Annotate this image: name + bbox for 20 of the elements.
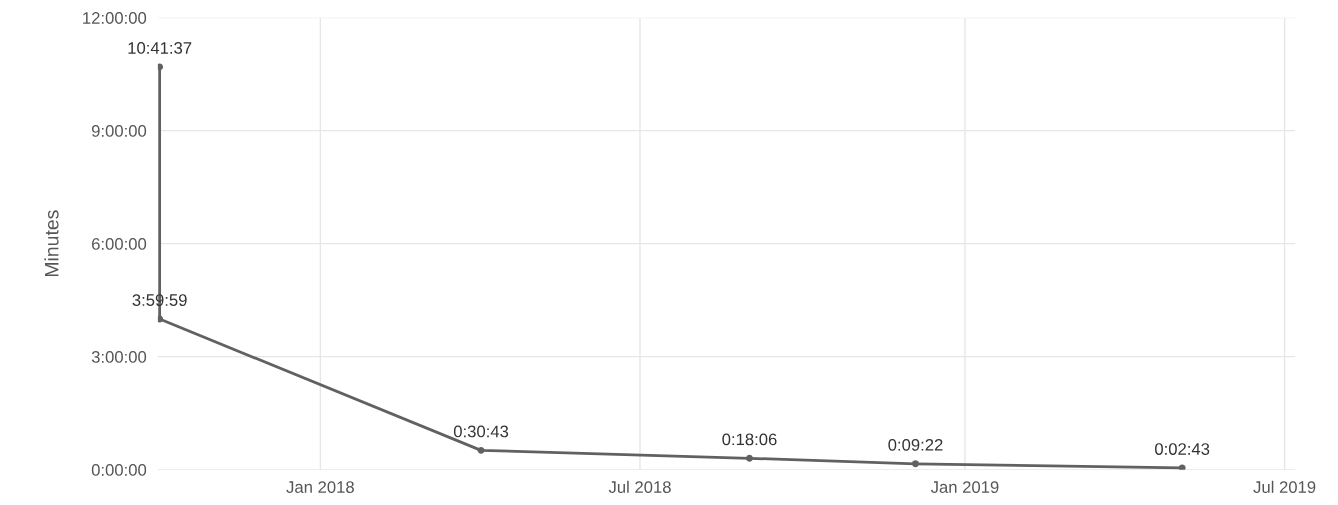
x-tick-label: Jan 2018 [286, 481, 354, 493]
data-label: 10:41:37 [128, 42, 192, 54]
point [157, 63, 164, 71]
y-tick-label: 9:00:00 [91, 125, 147, 137]
point [477, 446, 485, 454]
y-axis-title: Minutes [44, 210, 59, 277]
y-tick-label: 6:00:00 [92, 238, 147, 250]
point [157, 315, 164, 323]
x-tick-label: Jul 2019 [1253, 480, 1316, 493]
y-tick-label: 0:00:00 [91, 464, 147, 476]
data-label: 0:09:22 [888, 438, 943, 451]
y-tick-label: 3:00:00 [91, 351, 147, 363]
x-tick-label: Jul 2018 [608, 480, 671, 493]
data-label: 0:30:43 [453, 425, 509, 438]
data-label: 0:02:43 [1155, 443, 1210, 455]
x-tick-label: Jan 2019 [930, 481, 999, 493]
data-label: 0:18:06 [722, 433, 777, 446]
point [746, 454, 753, 462]
point [912, 460, 919, 468]
y-tick-label: 12:00:00 [83, 12, 147, 24]
